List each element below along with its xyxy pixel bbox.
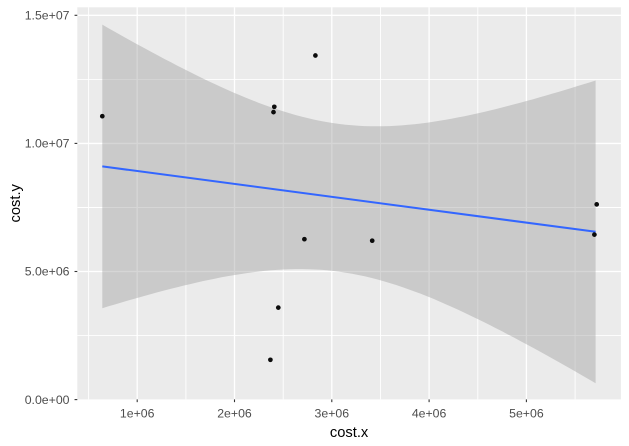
svg-text:5e+06: 5e+06 — [509, 407, 544, 421]
svg-text:1.0e+07: 1.0e+07 — [25, 137, 70, 151]
svg-text:cost.y: cost.y — [8, 183, 24, 222]
svg-text:3e+06: 3e+06 — [315, 407, 350, 421]
svg-text:cost.x: cost.x — [330, 425, 369, 441]
svg-text:5.0e+06: 5.0e+06 — [25, 265, 70, 279]
svg-text:2e+06: 2e+06 — [217, 407, 252, 421]
svg-text:1e+06: 1e+06 — [120, 407, 155, 421]
svg-text:0.0e+00: 0.0e+00 — [25, 393, 70, 407]
svg-text:1.5e+07: 1.5e+07 — [25, 9, 70, 23]
svg-text:4e+06: 4e+06 — [412, 407, 447, 421]
